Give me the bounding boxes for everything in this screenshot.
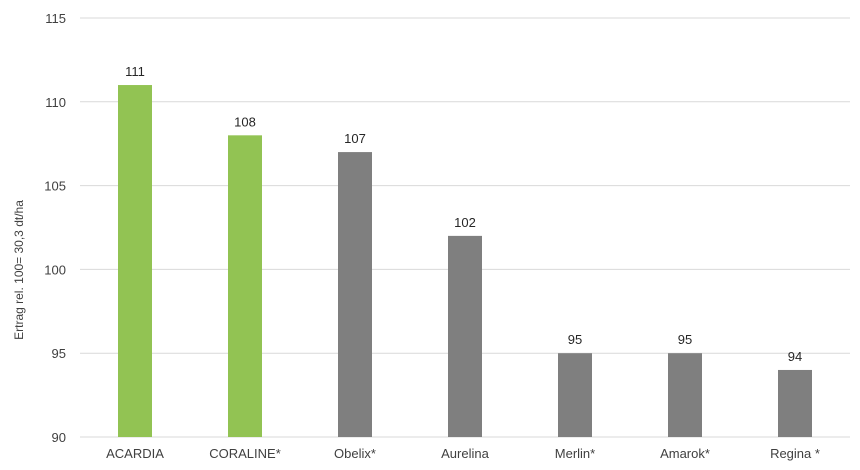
y-tick-label: 95 — [52, 346, 66, 361]
bar — [778, 369, 812, 437]
x-category-label: Merlin* — [555, 446, 595, 461]
bar — [668, 353, 702, 437]
bar — [228, 135, 262, 437]
y-axis-ticks: 90 95 100 105 110 115 — [44, 11, 66, 445]
bar-value-label: 111 — [125, 64, 145, 79]
y-tick-label: 90 — [52, 430, 66, 445]
x-category-label: Obelix* — [334, 446, 376, 461]
bars — [118, 85, 812, 437]
bar-value-label: 107 — [344, 131, 366, 146]
bar-value-label: 95 — [568, 332, 582, 347]
y-tick-label: 115 — [45, 11, 66, 26]
x-category-label: Regina * — [770, 446, 820, 461]
bar — [118, 85, 152, 437]
data-labels: 111 108 107 102 95 95 94 — [125, 64, 802, 364]
bar — [338, 152, 372, 437]
x-category-label: ACARDIA — [106, 446, 164, 461]
bar — [558, 353, 592, 437]
y-tick-label: 100 — [44, 262, 66, 277]
bar-value-label: 102 — [454, 215, 476, 230]
x-axis-categories: ACARDIA CORALINE* Obelix* Aurelina Merlin* Am… — [106, 446, 820, 461]
y-tick-label: 105 — [44, 179, 66, 194]
bar — [448, 235, 482, 437]
x-category-label: Aurelina — [441, 446, 489, 461]
x-category-label: Amarok* — [660, 446, 710, 461]
bar-value-label: 108 — [234, 114, 256, 129]
y-tick-label: 110 — [45, 95, 66, 110]
bar-value-label: 95 — [678, 332, 692, 347]
x-category-label: CORALINE* — [209, 446, 281, 461]
bar-value-label: 94 — [788, 349, 802, 364]
y-axis-title: Ertrag rel. 100= 30,3 dt/ha — [12, 200, 26, 340]
